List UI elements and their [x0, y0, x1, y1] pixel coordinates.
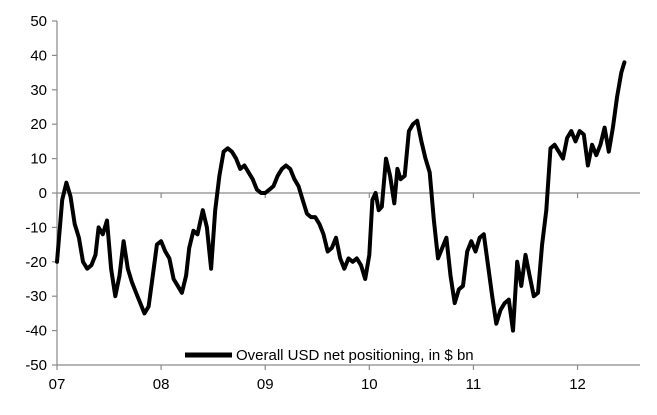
y-tick-label: -20: [25, 254, 47, 271]
series-layer: [55, 60, 627, 333]
y-tick-label: 50: [30, 13, 47, 30]
y-tick-label: 0: [39, 185, 47, 202]
y-tick-label: 30: [30, 82, 47, 99]
x-tick-label: 11: [466, 376, 482, 393]
x-tick-label: 10: [361, 376, 378, 393]
y-tick-label: -30: [25, 288, 47, 305]
y-tick-label: -40: [25, 323, 47, 340]
x-tick-labels: 07 08 09 10 11 12: [49, 376, 586, 393]
y-tick-label: 10: [30, 151, 47, 168]
legend: Overall USD net positioning, in $ bn: [185, 347, 474, 364]
x-tick-label: 07: [49, 376, 66, 393]
y-tick-label: 40: [30, 47, 47, 64]
y-tick-labels: 50 40 30 20 10 0 -10 -20 -30 -40 -50: [25, 13, 47, 374]
y-tick-label: -10: [25, 219, 47, 236]
x-tick-label: 08: [153, 376, 170, 393]
axes: [52, 20, 640, 370]
legend-label: Overall USD net positioning, in $ bn: [236, 347, 474, 364]
y-tick-label: 20: [30, 116, 47, 133]
x-tick-label: 09: [257, 376, 274, 393]
y-tick-label: -50: [25, 357, 47, 374]
series-line: [55, 60, 627, 333]
x-tick-label: 12: [569, 376, 586, 393]
